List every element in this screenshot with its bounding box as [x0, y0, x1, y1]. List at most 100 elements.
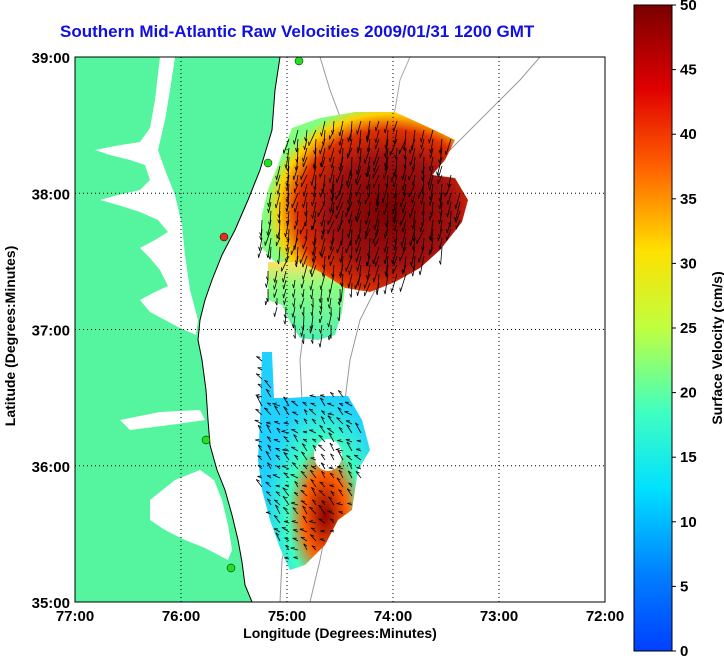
velocity-vector — [329, 165, 335, 183]
velocity-vector — [318, 518, 326, 524]
vector-head — [384, 223, 388, 228]
vector-head — [319, 538, 324, 540]
velocity-vector — [273, 515, 281, 524]
velocity-vector — [445, 138, 452, 155]
vector-head — [393, 139, 396, 144]
velocity-vector — [302, 192, 308, 208]
velocity-vector — [395, 228, 398, 244]
velocity-vector — [264, 407, 272, 416]
velocity-vector — [295, 156, 299, 171]
vector-head — [393, 194, 396, 199]
vector-head — [318, 434, 323, 438]
velocity-vector — [402, 174, 407, 191]
vector-head — [337, 407, 342, 410]
vector-head — [411, 199, 413, 204]
velocity-vector — [348, 219, 353, 239]
vector-head — [266, 424, 270, 428]
vector-head — [328, 496, 333, 500]
velocity-vector — [303, 418, 308, 425]
vector-head — [292, 293, 294, 298]
velocity-vector — [292, 306, 296, 318]
vector-head — [337, 439, 342, 441]
velocity-vector — [384, 228, 389, 239]
velocity-vector — [331, 183, 335, 202]
vector-head — [255, 394, 260, 396]
velocity-vector — [447, 192, 452, 205]
vector-head — [364, 159, 366, 164]
vector-head — [282, 448, 287, 451]
vector-head — [293, 492, 299, 494]
velocity-vector — [393, 255, 398, 266]
velocity-vector — [366, 255, 371, 267]
velocity-vector — [281, 255, 290, 272]
vector-head — [310, 479, 315, 482]
velocity-vector — [350, 282, 353, 298]
velocity-vector — [282, 506, 290, 515]
vector-head — [274, 301, 278, 306]
vector-head — [375, 202, 378, 207]
velocity-vector — [300, 471, 308, 479]
vector-head — [335, 448, 340, 450]
vector-head — [276, 234, 278, 239]
velocity-vector — [273, 279, 278, 290]
velocity-vector — [347, 183, 353, 204]
vector-head — [383, 259, 386, 265]
vector-head — [311, 258, 314, 263]
velocity-vector — [283, 406, 290, 416]
velocity-vector — [394, 237, 398, 250]
velocity-vector — [376, 282, 380, 296]
velocity-vector — [294, 219, 299, 230]
velocity-vector — [264, 228, 272, 246]
vector-head — [255, 438, 260, 441]
vector-head — [294, 454, 299, 458]
vector-head — [321, 500, 326, 503]
velocity-vector — [383, 165, 389, 179]
velocity-vector — [291, 237, 299, 256]
vector-head — [312, 241, 315, 246]
velocity-vector — [411, 246, 416, 266]
vector-head — [319, 397, 324, 401]
velocity-vector — [329, 129, 335, 140]
velocity-vector — [327, 219, 335, 234]
velocity-vector — [331, 156, 335, 169]
velocity-vector — [337, 390, 344, 398]
velocity-vector — [438, 165, 443, 177]
vector-head — [267, 462, 271, 466]
vector-head — [321, 410, 326, 413]
vector-head — [285, 187, 288, 192]
velocity-vector — [257, 444, 263, 452]
velocity-vector — [296, 255, 299, 268]
velocity-vector — [293, 279, 296, 289]
velocity-vector — [364, 228, 371, 240]
vector-head — [292, 175, 295, 180]
vector-head — [302, 438, 308, 441]
velocity-vector — [393, 174, 398, 188]
vector-head — [383, 290, 386, 295]
velocity-vector — [429, 192, 434, 206]
vector-head — [303, 430, 308, 433]
vector-head — [393, 219, 395, 224]
velocity-vector — [430, 147, 434, 159]
velocity-vector — [402, 165, 407, 181]
vector-head — [420, 200, 422, 205]
vector-head — [411, 181, 414, 186]
velocity-vector — [314, 138, 317, 155]
vector-head — [274, 499, 279, 502]
vector-head — [255, 408, 260, 411]
vector-head — [327, 304, 330, 309]
velocity-vector — [321, 471, 326, 479]
velocity-vector — [340, 246, 344, 263]
velocity-vector — [413, 255, 416, 270]
vector-head — [402, 191, 405, 197]
velocity-vector — [330, 491, 335, 497]
vector-head — [302, 484, 307, 486]
velocity-vector — [300, 297, 305, 309]
vector-head — [319, 305, 322, 310]
vector-head — [349, 293, 352, 298]
velocity-vector — [335, 449, 344, 452]
velocity-vector — [437, 174, 443, 185]
velocity-vector — [385, 138, 389, 158]
vector-head — [373, 167, 375, 172]
velocity-vector — [367, 129, 371, 143]
velocity-vector — [321, 156, 326, 168]
